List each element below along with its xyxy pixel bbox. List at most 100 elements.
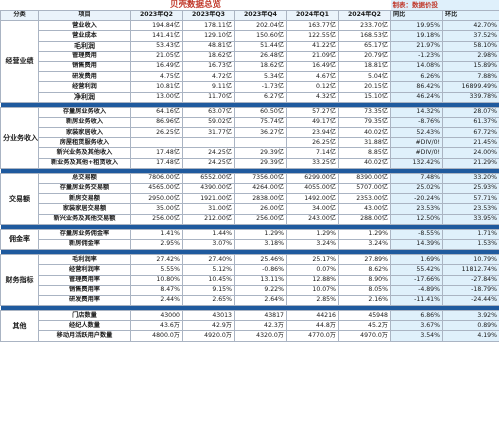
value-cell: 7806.00亿 — [130, 172, 183, 185]
table-row: 新房交易额 2950.00亿 1921.00亿 2838.00亿 1492.00亿 235… — [1, 193, 499, 205]
value-cell: 2.85% — [286, 294, 339, 307]
header-yoy: 同比 — [390, 9, 443, 22]
value-cell: 194.84亿 — [130, 20, 183, 32]
yoy-cell: -11.41% — [390, 294, 443, 307]
table-title: 贝壳数据总览 — [169, 0, 221, 10]
value-cell: 21.05亿 — [130, 50, 183, 62]
value-cell: 5.55% — [130, 264, 183, 276]
item-cell: 销售费用 — [38, 60, 131, 73]
separator-cell — [0, 168, 499, 174]
table-row: 经营业绩 营业收入 194.84亿 178.11亿 202.04亿 163.77亿 233.… — [0, 20, 499, 103]
yoy-cell: 132.42% — [390, 157, 443, 169]
value-cell: 2838.00亿 — [234, 193, 287, 205]
yoy-cell: -8.55% — [390, 228, 443, 240]
table-row: 分业务收入 存量房业务收入 64.16亿 63.07亿 60.50亿 57.27亿 73.3… — [0, 106, 499, 169]
qoq-cell: 2.98% — [442, 50, 499, 62]
qoq-cell: -27.84% — [442, 274, 499, 286]
value-cell: 6552.00亿 — [182, 172, 235, 185]
yoy-cell: #DIV/0! — [390, 137, 443, 149]
yoy-cell: 14.32% — [390, 106, 443, 118]
value-cell: 202.04亿 — [234, 20, 287, 32]
value-cell: 8390.00亿 — [338, 172, 391, 185]
value-cell: 20.79亿 — [338, 50, 391, 62]
yoy-cell: 3.54% — [390, 330, 443, 342]
value-cell: 2.95% — [130, 238, 183, 251]
value-cell: 24.25亿 — [182, 147, 235, 159]
value-cell: 1.29% — [338, 228, 391, 240]
value-cell: 13.00亿 — [130, 91, 183, 103]
value-cell: 122.55亿 — [286, 30, 339, 42]
table-row: 新业务及其他+租赁收入 17.48亿 24.25亿 29.39亿 33.25亿 40.02… — [1, 157, 499, 169]
value-cell: 34.00亿 — [286, 203, 339, 215]
value-cell: 4970.0万 — [338, 330, 391, 342]
value-cell: 23.94亿 — [286, 127, 339, 139]
value-cell: 26.25亿 — [286, 137, 339, 149]
value-cell: 26.48亿 — [234, 50, 287, 62]
item-cell: 存量房业务交易额 — [38, 182, 131, 195]
value-cell: 18.62亿 — [182, 50, 235, 62]
value-cell: 3.24% — [338, 238, 391, 251]
value-cell: 1.44% — [182, 228, 235, 240]
value-cell: 2950.00亿 — [130, 193, 183, 205]
item-cell: 总交易额 — [38, 172, 131, 185]
value-cell: 8.47% — [130, 284, 183, 296]
qoq-cell: 21.29% — [442, 157, 499, 169]
qoq-cell: 1.71% — [442, 228, 499, 240]
qoq-cell: 58.10% — [442, 40, 499, 52]
qoq-cell: 42.70% — [442, 20, 499, 32]
value-cell: 288.00亿 — [338, 213, 391, 225]
table-row: 营业成本 141.41亿 129.10亿 150.60亿 122.55亿 168.53亿 1… — [1, 30, 499, 42]
item-cell: 管理费用率 — [38, 274, 131, 286]
value-cell: 17.48亿 — [130, 147, 183, 159]
value-cell: 1.29% — [234, 228, 287, 240]
table-row: 佣金率 存量房业务佣金率 1.41% 1.44% 1.29% 1.29% 1.29% -8.5… — [0, 228, 499, 251]
item-cell: 门店数量 — [38, 310, 131, 322]
value-cell: 45.2万 — [338, 320, 391, 332]
value-cell: 29.39亿 — [234, 157, 287, 169]
value-cell: 1.41% — [130, 228, 183, 240]
table-row: 房屋租赁服务收入 26.25亿 31.88亿 #DIV/0! 21.45% — [1, 137, 499, 149]
yoy-cell: 19.18% — [390, 30, 443, 42]
value-cell: 6299.00亿 — [286, 172, 339, 185]
table-row: 新兴业务及其他交易额 256.00亿 212.00亿 256.00亿 243.00亿 28… — [1, 213, 499, 225]
value-cell: 4.72亿 — [182, 71, 235, 83]
value-cell: 4390.00亿 — [182, 182, 235, 195]
item-cell: 新房佣金率 — [38, 238, 131, 251]
value-cell: 7356.00亿 — [234, 172, 287, 185]
separator-cell — [0, 249, 499, 255]
table-row: 销售费用率 8.47% 9.15% 9.22% 10.07% 8.05% -4.89% -18… — [1, 284, 499, 296]
value-cell: 20.15亿 — [338, 81, 391, 93]
value-cell: 60.50亿 — [234, 106, 287, 118]
yoy-cell: 55.42% — [390, 264, 443, 276]
qoq-cell: 28.07% — [442, 106, 499, 118]
value-cell: 9.22% — [234, 284, 287, 296]
table-row: 其他 门店数量 43000 43013 43817 44216 45948 6.86% 3.92… — [0, 310, 499, 342]
qoq-cell: 10.79% — [442, 254, 499, 266]
value-cell: 27.89% — [338, 254, 391, 266]
value-cell: -1.73亿 — [234, 81, 287, 93]
value-cell: 51.44亿 — [234, 40, 287, 52]
qoq-cell: 23.53% — [442, 203, 499, 215]
yoy-cell: 46.24% — [390, 91, 443, 103]
qoq-cell: 61.37% — [442, 116, 499, 129]
value-cell: 233.70亿 — [338, 20, 391, 32]
value-cell: 2.44% — [130, 294, 183, 307]
table-row: 毛利润 53.43亿 48.81亿 51.44亿 41.22亿 65.17亿 21.97% 5… — [1, 40, 499, 52]
table-row: 家装家居收入 26.25亿 31.77亿 36.27亿 23.94亿 40.02亿 52.4… — [1, 127, 499, 139]
value-cell: 43013 — [182, 310, 235, 322]
value-cell: 40.02亿 — [338, 157, 391, 169]
table-row: 新房佣金率 2.95% 3.07% 3.18% 3.24% 3.24% 14.39% 1.53… — [1, 238, 499, 251]
item-cell: 存量房业务佣金率 — [38, 228, 131, 240]
header-2024q2: 2024年Q2 — [338, 9, 391, 22]
qoq-cell: 67.72% — [442, 127, 499, 139]
qoq-cell: 16899.49% — [442, 81, 499, 93]
item-cell: 家装家居收入 — [38, 127, 131, 139]
category-cell: 交易额 — [0, 172, 39, 225]
value-cell: 86.96亿 — [130, 116, 183, 129]
section-separator — [0, 305, 499, 311]
value-cell: 33.25亿 — [286, 157, 339, 169]
qoq-cell: 4.19% — [442, 330, 499, 342]
category-cell: 分业务收入 — [0, 106, 39, 169]
yoy-cell: -4.89% — [390, 284, 443, 296]
